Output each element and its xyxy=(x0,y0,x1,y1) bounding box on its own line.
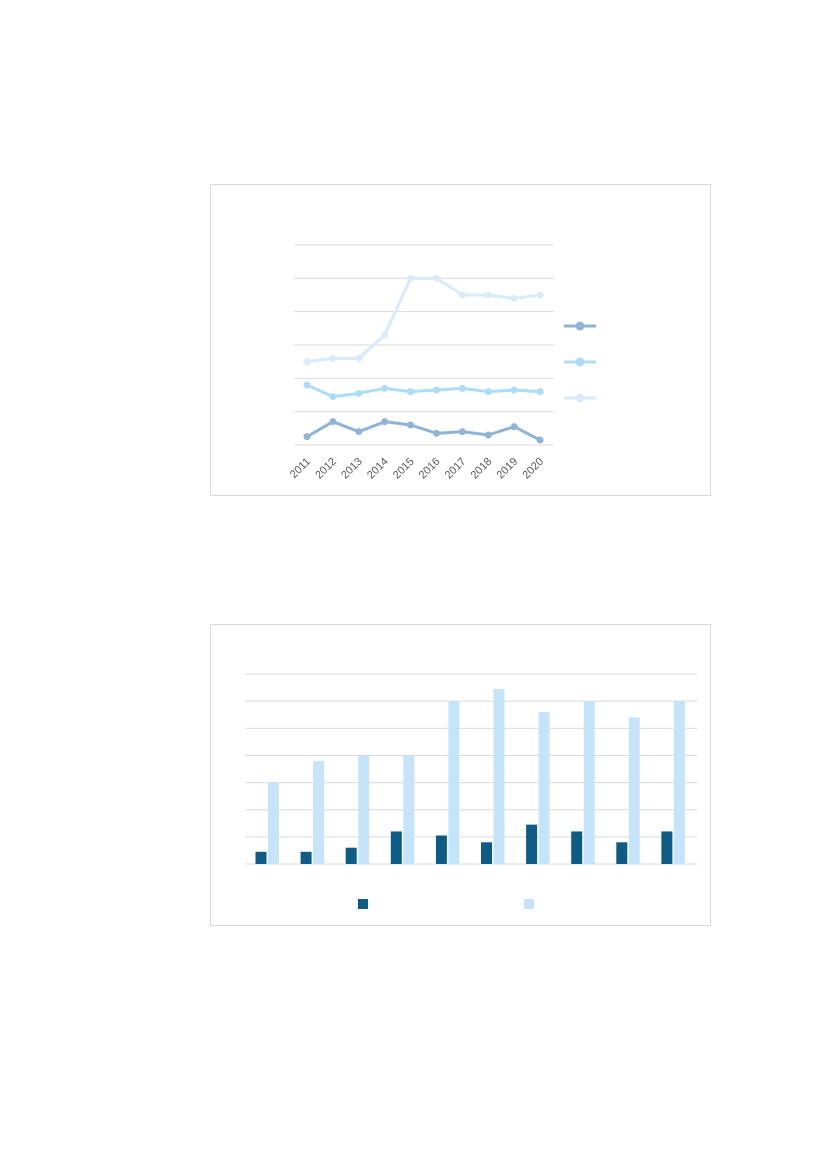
legend-swatch-series-light-blue xyxy=(524,899,534,909)
bar-series-dark-blue xyxy=(390,831,402,864)
marker-series-light-blue xyxy=(484,388,492,396)
bar-series-light-blue xyxy=(628,717,640,864)
marker-series-pale-blue xyxy=(484,291,492,299)
marker-series-light-blue xyxy=(433,386,440,394)
marker-series-pale-blue xyxy=(355,354,363,362)
bar-series-dark-blue xyxy=(300,851,312,864)
marker-series-steel-blue xyxy=(510,423,518,431)
bar-series-light-blue xyxy=(448,701,460,864)
x-axis-tick-label: 2011 xyxy=(288,456,313,481)
x-axis-tick-label: 2015 xyxy=(391,456,417,482)
bar-series-dark-blue xyxy=(616,842,628,864)
marker-series-pale-blue xyxy=(510,294,518,302)
bar-series-light-blue xyxy=(493,688,505,864)
marker-series-pale-blue xyxy=(329,354,337,362)
x-axis-tick-label: 2016 xyxy=(417,456,443,482)
marker-series-steel-blue xyxy=(433,429,440,437)
bar-chart xyxy=(245,673,697,909)
legend-marker-series-light-blue xyxy=(575,357,585,367)
marker-series-light-blue xyxy=(407,388,415,396)
marker-series-steel-blue xyxy=(303,433,311,441)
marker-series-steel-blue xyxy=(484,431,492,439)
marker-series-pale-blue xyxy=(536,291,544,299)
marker-series-light-blue xyxy=(303,381,311,389)
marker-series-steel-blue xyxy=(536,436,544,444)
x-axis-tick-label: 2012 xyxy=(313,456,339,482)
bar-series-dark-blue xyxy=(661,831,673,864)
line-series-pale-blue xyxy=(305,276,542,364)
marker-series-light-blue xyxy=(355,389,363,397)
marker-series-pale-blue xyxy=(303,358,311,366)
bar-series-dark-blue xyxy=(435,835,447,864)
line-series-light-blue xyxy=(305,383,542,399)
bar-series-light-blue xyxy=(673,701,685,864)
line-chart: 2011 2012 2013 2014 2015 2016 2017 2018 2019 2020 xyxy=(288,244,596,482)
bar-series-dark-blue xyxy=(481,842,492,864)
bar-series-light-blue xyxy=(538,712,550,864)
marker-series-steel-blue xyxy=(355,428,363,436)
marker-series-light-blue xyxy=(510,386,518,394)
legend-marker-series-pale-blue xyxy=(575,393,585,403)
bar-series-dark-blue xyxy=(526,824,538,864)
bar-series-light-blue xyxy=(583,701,595,864)
marker-series-steel-blue xyxy=(329,418,337,426)
bar-series-light-blue xyxy=(313,760,325,864)
marker-series-pale-blue xyxy=(458,291,466,299)
marker-series-steel-blue xyxy=(458,428,466,436)
marker-series-pale-blue xyxy=(407,274,415,282)
marker-series-light-blue xyxy=(458,384,466,392)
legend-marker-series-steel-blue xyxy=(575,321,585,331)
x-axis-tick-label: 2020 xyxy=(520,456,546,482)
marker-series-steel-blue xyxy=(381,418,389,426)
bar-series-light-blue xyxy=(268,782,279,864)
x-axis-tick-label: 2018 xyxy=(469,456,495,482)
bar-series-light-blue xyxy=(358,755,370,864)
x-axis-tick-label: 2019 xyxy=(495,456,521,482)
line-chart-card: 2011 2012 2013 2014 2015 2016 2017 2018 2019 2020 xyxy=(210,184,711,496)
bar-chart-card xyxy=(210,624,711,926)
bar-series-dark-blue xyxy=(255,851,267,864)
x-axis-tick-label: 2014 xyxy=(365,456,391,482)
line-series-steel-blue xyxy=(305,420,542,442)
bar-series-dark-blue xyxy=(345,847,357,864)
marker-series-steel-blue xyxy=(407,421,415,429)
marker-series-pale-blue xyxy=(433,274,440,282)
marker-series-pale-blue xyxy=(381,331,389,339)
bar-series-dark-blue xyxy=(571,831,583,864)
marker-series-light-blue xyxy=(329,393,337,401)
x-axis-tick-label: 2017 xyxy=(443,456,469,482)
marker-series-light-blue xyxy=(536,388,544,396)
x-axis-tick-label: 2013 xyxy=(339,456,365,482)
legend-swatch-series-dark-blue xyxy=(358,899,368,909)
bar-series-light-blue xyxy=(403,755,415,864)
marker-series-light-blue xyxy=(381,384,389,392)
